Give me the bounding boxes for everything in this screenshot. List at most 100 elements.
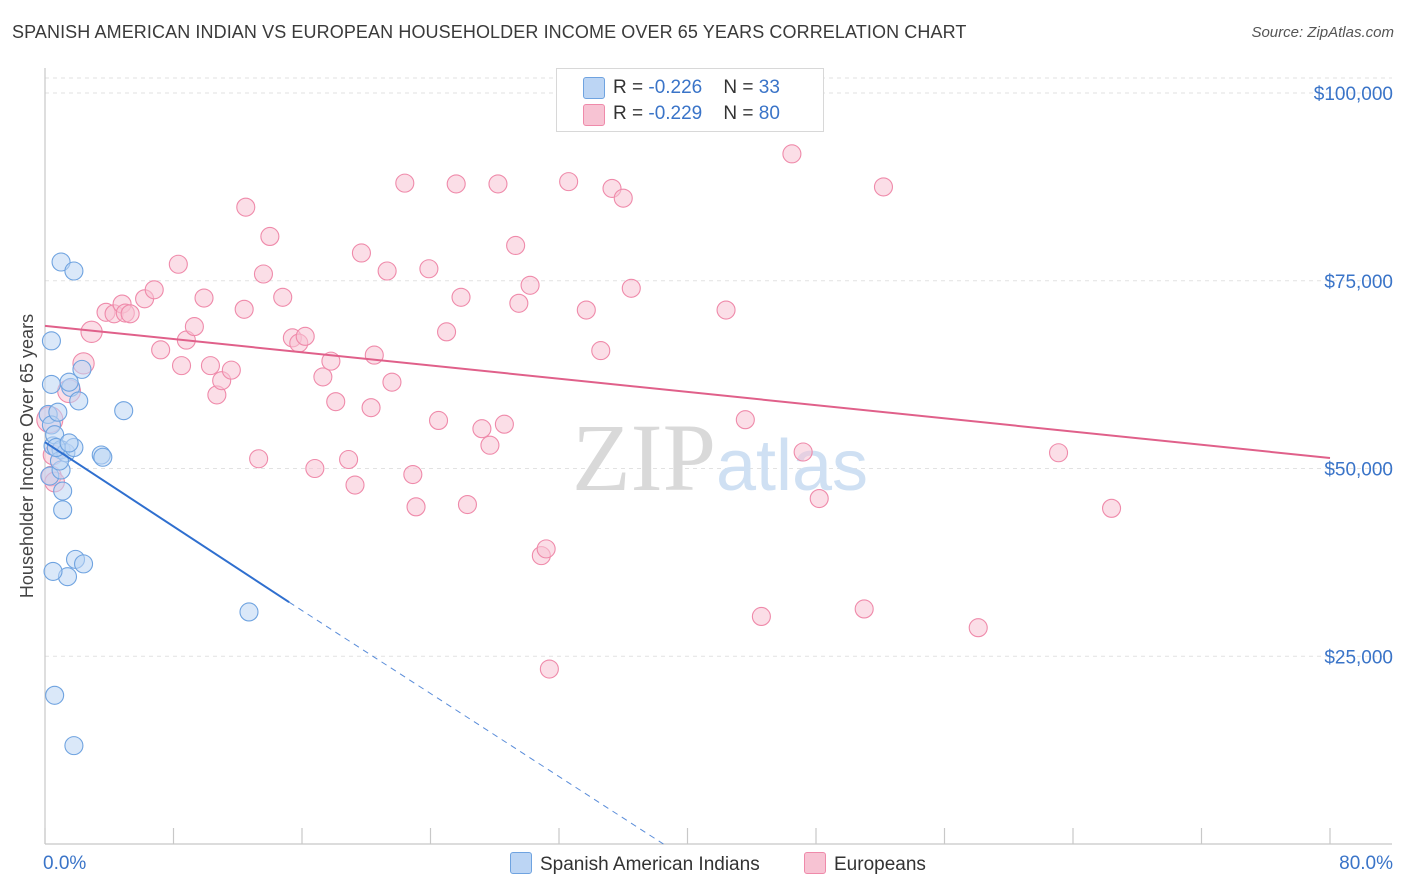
point-spanish-american-indians (93, 447, 113, 467)
point-europeans (151, 340, 171, 360)
legend-item-europeans: Europeans (804, 852, 926, 876)
r-value: -0.226 (648, 77, 703, 98)
point-europeans (120, 304, 140, 324)
stats-row-europeans: R = -0.229 N = 80 (613, 103, 780, 125)
point-europeans (351, 243, 371, 263)
point-spanish-american-indians (53, 500, 73, 520)
point-europeans (457, 495, 477, 515)
point-europeans (480, 435, 500, 455)
point-europeans (509, 293, 529, 313)
point-europeans (1102, 498, 1122, 518)
y-tick-label: $75,000 (1324, 272, 1393, 293)
point-europeans (171, 356, 192, 376)
point-europeans (144, 280, 164, 300)
point-spanish-american-indians (43, 561, 63, 581)
x-tick-label: 0.0% (43, 853, 86, 874)
watermark: ZIPatlas (572, 404, 868, 511)
chart-title: SPANISH AMERICAN INDIAN VS EUROPEAN HOUS… (12, 22, 967, 42)
point-europeans (494, 414, 514, 434)
point-europeans (539, 659, 559, 679)
point-spanish-american-indians (48, 402, 68, 422)
point-europeans (295, 326, 315, 346)
point-europeans (751, 606, 771, 627)
point-europeans (506, 235, 526, 256)
point-europeans (395, 173, 415, 193)
point-europeans (234, 299, 254, 319)
point-europeans (613, 188, 633, 208)
point-europeans (735, 410, 755, 430)
y-axis-label: Householder Income Over 65 years (17, 314, 37, 598)
point-spanish-american-indians (41, 331, 61, 351)
point-europeans (184, 317, 204, 337)
point-europeans (260, 226, 280, 247)
point-europeans (194, 288, 214, 308)
point-europeans (472, 419, 492, 439)
point-europeans (446, 174, 466, 194)
trendline-extension-spanish-american-indians (288, 601, 664, 845)
point-europeans (716, 300, 736, 320)
point-europeans (437, 322, 457, 342)
point-spanish-american-indians (41, 374, 61, 394)
point-europeans (236, 197, 256, 217)
legend-swatch (510, 852, 532, 874)
point-europeans (345, 475, 365, 495)
point-europeans (536, 539, 556, 559)
point-europeans (326, 392, 346, 412)
y-tick-label: $100,000 (1314, 84, 1393, 105)
point-spanish-american-indians (74, 554, 94, 574)
point-europeans (968, 618, 988, 638)
point-spanish-american-indians (64, 736, 84, 756)
r-label: R = (613, 77, 649, 98)
point-spanish-american-indians (72, 359, 92, 379)
point-europeans (406, 497, 426, 517)
point-europeans (520, 275, 540, 295)
n-value: 33 (758, 77, 780, 98)
point-spanish-american-indians (114, 401, 134, 421)
legend-item-spanish-american-indians: Spanish American Indians (510, 852, 760, 876)
point-europeans (403, 464, 423, 485)
r-label: R = (613, 103, 649, 124)
point-europeans (273, 287, 293, 307)
point-europeans (339, 449, 359, 470)
point-europeans (873, 177, 894, 197)
point-spanish-american-indians (59, 372, 79, 392)
point-europeans (419, 259, 439, 279)
point-spanish-american-indians (59, 433, 79, 453)
point-europeans (621, 278, 641, 298)
point-europeans (364, 345, 384, 365)
y-tick-label: $25,000 (1324, 647, 1393, 668)
point-spanish-american-indians (69, 391, 89, 411)
trendline-spanish-american-indians (44, 441, 290, 604)
point-europeans (168, 254, 188, 274)
r-value: -0.229 (648, 103, 703, 124)
stats-row-spanish-american-indians: R = -0.226 N = 33 (613, 77, 780, 99)
point-europeans (576, 300, 596, 320)
x-tick-label: 80.0% (1339, 853, 1393, 874)
point-europeans (559, 172, 579, 192)
point-europeans (488, 174, 508, 194)
legend-swatch-spanish-american-indians (583, 77, 605, 99)
point-spanish-american-indians (53, 481, 73, 501)
n-value: 80 (758, 103, 780, 124)
point-europeans (782, 144, 802, 164)
point-spanish-american-indians (64, 261, 84, 281)
point-europeans (428, 410, 449, 430)
source-credit: Source: ZipAtlas.com (1251, 24, 1394, 41)
n-label: N = (723, 103, 759, 124)
trendline-europeans (44, 324, 1331, 459)
point-europeans (200, 356, 220, 376)
point-europeans (1048, 443, 1069, 463)
point-europeans (451, 287, 471, 307)
point-europeans (854, 599, 874, 619)
legend-label: Spanish American Indians (540, 854, 760, 875)
point-spanish-american-indians (45, 685, 65, 705)
legend-label: Europeans (834, 854, 926, 875)
n-label: N = (723, 77, 759, 98)
point-europeans (382, 372, 402, 392)
legend-swatch-europeans (583, 104, 605, 126)
point-europeans (313, 367, 333, 387)
point-spanish-american-indians (239, 602, 259, 622)
point-europeans (809, 488, 829, 509)
legend-swatch (804, 852, 826, 874)
